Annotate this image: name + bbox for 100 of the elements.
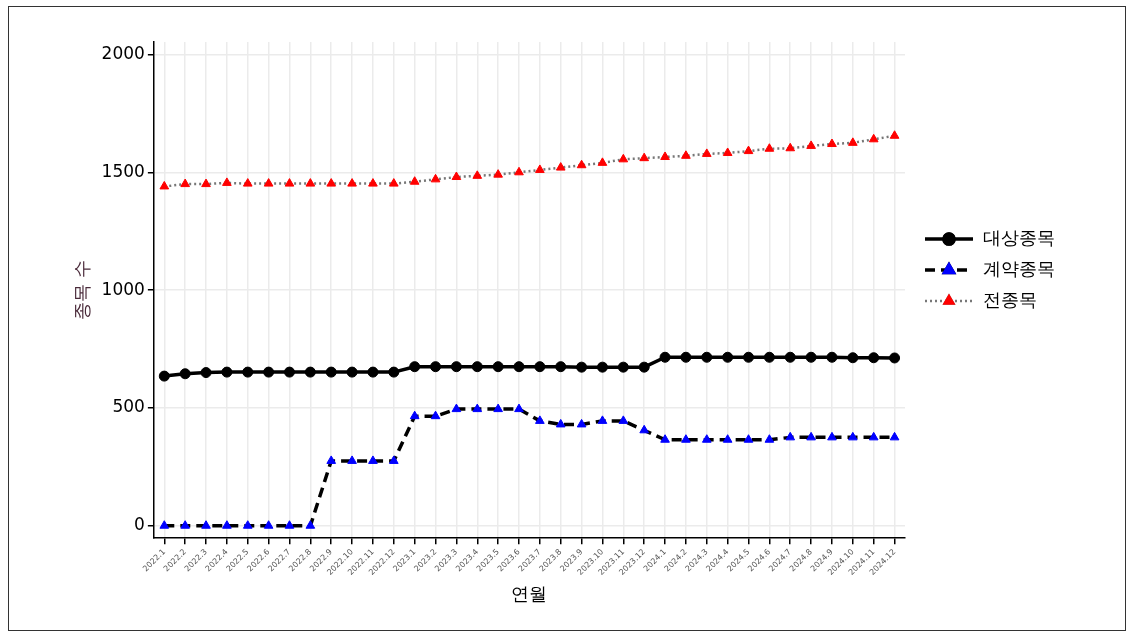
- point: [826, 351, 838, 363]
- point: [597, 415, 608, 424]
- point: [284, 520, 295, 529]
- point: [492, 361, 504, 373]
- point: [368, 455, 378, 464]
- point: [283, 366, 295, 378]
- point: [472, 403, 483, 413]
- point: [868, 352, 880, 364]
- point: [430, 173, 441, 183]
- point: [201, 178, 211, 188]
- point: [263, 520, 274, 529]
- point: [806, 140, 816, 149]
- point: [555, 162, 566, 171]
- point: [430, 410, 441, 420]
- point: [785, 431, 796, 441]
- point: [388, 366, 400, 378]
- point: [368, 178, 378, 187]
- point: [597, 157, 608, 166]
- point: [304, 366, 316, 378]
- point: [701, 351, 713, 363]
- point: [180, 178, 190, 188]
- point: [201, 520, 211, 529]
- legend-label: 계약종목: [983, 257, 1055, 279]
- point: [763, 351, 775, 363]
- point: [722, 434, 733, 443]
- point: [618, 415, 629, 424]
- point: [576, 418, 587, 428]
- point: [534, 361, 546, 373]
- point: [722, 147, 733, 156]
- point: [221, 366, 233, 378]
- point: [513, 361, 525, 373]
- point: [805, 351, 817, 363]
- point: [827, 431, 837, 441]
- point: [847, 352, 859, 364]
- point: [263, 178, 274, 187]
- point: [576, 361, 588, 373]
- point: [158, 370, 170, 382]
- point: [868, 431, 879, 441]
- point: [555, 418, 566, 428]
- point: [681, 434, 691, 443]
- point: [889, 352, 901, 364]
- y-tick-label: 500: [112, 396, 145, 417]
- point: [305, 520, 316, 529]
- point: [159, 520, 170, 529]
- point: [451, 403, 462, 413]
- point: [493, 403, 503, 413]
- point: [743, 145, 754, 155]
- point: [889, 130, 900, 139]
- point: [660, 434, 670, 443]
- point: [388, 178, 399, 187]
- point: [263, 366, 275, 378]
- point: [430, 361, 442, 373]
- point: [367, 366, 379, 378]
- point: [284, 178, 295, 187]
- y-tick-label: 1000: [101, 278, 145, 299]
- point: [701, 148, 712, 157]
- point: [848, 137, 858, 146]
- point: [450, 361, 462, 373]
- point: [514, 166, 524, 176]
- point: [242, 366, 254, 378]
- point: [347, 178, 357, 187]
- point: [388, 455, 399, 464]
- point: [535, 415, 545, 424]
- y-tick-label: 0: [134, 514, 145, 535]
- y-tick-label: 1500: [101, 160, 145, 181]
- point: [242, 178, 253, 187]
- legend-label: 전종목: [983, 288, 1037, 310]
- point: [680, 351, 692, 363]
- point: [493, 169, 503, 178]
- point: [180, 520, 190, 529]
- point: [638, 361, 650, 373]
- point: [325, 366, 337, 378]
- point: [722, 351, 734, 363]
- point: [471, 361, 483, 373]
- point: [576, 159, 587, 169]
- point: [618, 153, 629, 163]
- point: [785, 142, 796, 152]
- point: [242, 520, 253, 529]
- point: [409, 176, 420, 185]
- point: [596, 361, 608, 373]
- point: [326, 178, 337, 187]
- legend-label: 대상종목: [983, 226, 1055, 248]
- point: [764, 143, 775, 152]
- point: [681, 150, 691, 159]
- point: [639, 424, 650, 434]
- point: [472, 170, 483, 179]
- point: [514, 403, 524, 413]
- point: [200, 367, 212, 379]
- point: [868, 133, 879, 143]
- point: [743, 434, 754, 443]
- point: [701, 434, 712, 443]
- point: [535, 164, 545, 173]
- point: [222, 177, 232, 186]
- point: [159, 180, 170, 190]
- point: [806, 431, 816, 441]
- point: [659, 351, 671, 363]
- point: [889, 431, 900, 441]
- y-tick-label: 2000: [101, 42, 145, 63]
- point: [409, 410, 420, 420]
- point: [346, 366, 358, 378]
